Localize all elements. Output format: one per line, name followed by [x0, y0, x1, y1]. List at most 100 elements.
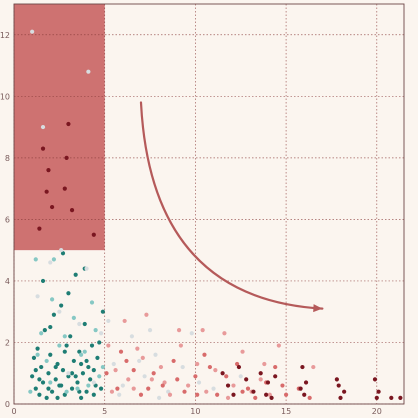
data-point — [62, 334, 67, 339]
data-point — [98, 386, 104, 391]
data-point — [193, 374, 198, 379]
data-point — [376, 389, 381, 394]
data-point — [42, 328, 47, 333]
data-point — [73, 272, 78, 277]
data-point — [253, 395, 258, 400]
data-point — [158, 364, 164, 370]
data-point — [140, 355, 145, 360]
data-point — [97, 340, 102, 345]
data-point — [336, 383, 341, 388]
data-point — [311, 364, 316, 370]
data-point — [59, 248, 64, 253]
data-point — [28, 389, 33, 394]
data-point — [231, 392, 236, 397]
data-point — [303, 380, 309, 385]
data-point — [69, 208, 75, 213]
y-tick-label: 4 — [5, 277, 10, 286]
data-point — [77, 321, 82, 327]
data-point — [374, 395, 379, 400]
data-point — [35, 352, 40, 357]
data-point — [236, 364, 242, 370]
data-point — [300, 364, 305, 370]
data-point — [86, 69, 91, 74]
data-point — [160, 383, 165, 388]
data-point — [71, 315, 76, 320]
data-point — [120, 383, 125, 388]
data-point — [66, 371, 71, 376]
data-point — [48, 380, 53, 385]
data-point — [75, 386, 80, 391]
data-point — [167, 392, 173, 397]
data-point — [39, 364, 44, 370]
data-point — [69, 386, 75, 391]
data-point — [88, 377, 93, 382]
data-point — [46, 168, 51, 173]
data-point — [66, 374, 71, 379]
data-point — [146, 386, 151, 391]
data-point — [59, 383, 64, 388]
data-point — [113, 368, 118, 373]
data-point — [84, 358, 89, 364]
data-point — [62, 392, 67, 397]
data-point — [245, 386, 251, 391]
data-point — [98, 331, 104, 336]
data-point — [115, 386, 120, 391]
data-point — [100, 309, 105, 314]
data-point — [202, 352, 207, 357]
data-point — [86, 383, 91, 388]
data-point — [273, 364, 278, 370]
data-point — [62, 186, 67, 191]
data-point — [106, 343, 111, 348]
x-tick-label: 5 — [102, 407, 107, 416]
data-point — [77, 389, 82, 394]
plot-frame — [13, 3, 405, 405]
data-point — [73, 374, 78, 379]
data-point — [93, 383, 98, 388]
data-point — [79, 395, 84, 400]
data-point — [307, 395, 312, 400]
data-point — [262, 361, 267, 367]
data-point — [180, 364, 185, 370]
data-point — [207, 364, 213, 370]
data-point — [39, 331, 44, 336]
data-point — [44, 395, 49, 400]
data-point — [276, 343, 281, 348]
data-point — [49, 297, 55, 302]
data-point — [149, 377, 154, 382]
data-point — [213, 368, 218, 373]
data-point — [283, 392, 289, 397]
highlight-region — [14, 4, 105, 251]
data-point — [75, 380, 80, 385]
data-point — [71, 358, 76, 364]
data-point — [171, 358, 176, 364]
data-point — [131, 368, 136, 373]
data-point — [151, 371, 156, 376]
data-point — [46, 371, 51, 376]
data-point — [33, 386, 38, 391]
data-point — [144, 312, 149, 317]
data-point — [35, 346, 40, 351]
x-tick-label: 20 — [372, 407, 382, 416]
data-point — [84, 389, 89, 394]
data-point — [46, 386, 51, 391]
data-point — [79, 361, 84, 367]
data-point — [64, 155, 69, 160]
data-point — [59, 303, 64, 308]
data-point — [53, 364, 58, 370]
data-point — [109, 389, 115, 394]
data-point — [66, 121, 71, 127]
annotation-arrow — [139, 101, 324, 310]
data-point — [106, 318, 111, 324]
data-point — [82, 321, 87, 327]
data-point — [124, 358, 129, 364]
data-point — [189, 331, 194, 336]
data-point — [264, 392, 269, 397]
data-point — [182, 389, 187, 394]
y-tick-label: 12 — [0, 31, 10, 40]
data-point — [48, 324, 53, 330]
data-point — [84, 266, 89, 271]
data-point — [89, 343, 95, 348]
data-point — [235, 361, 240, 367]
